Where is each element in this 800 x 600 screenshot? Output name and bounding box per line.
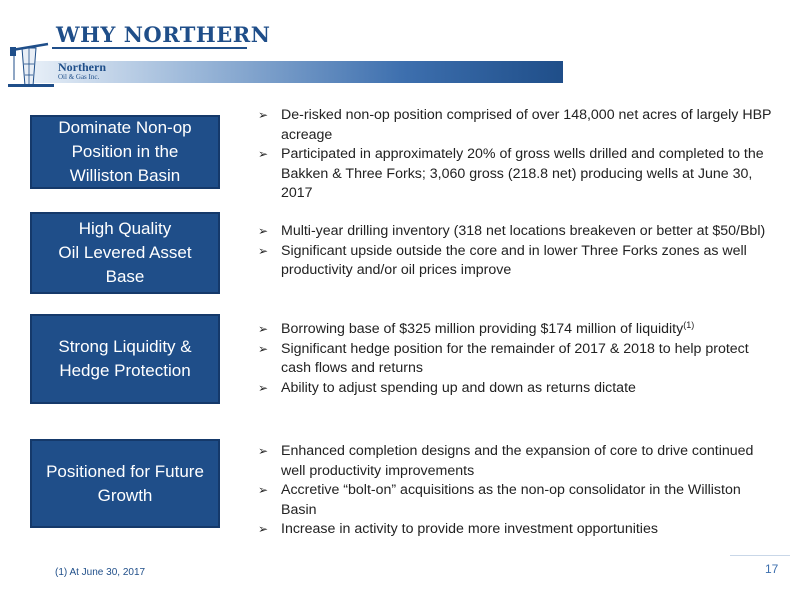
- bullet-list-growth: ➢ Enhanced completion designs and the exp…: [256, 442, 761, 540]
- section-label-line: Williston Basin: [69, 166, 181, 185]
- section-label-liquidity: Strong Liquidity & Hedge Protection: [30, 314, 220, 404]
- footnote-ref: (1): [683, 320, 695, 330]
- section-label-growth: Positioned for Future Growth: [30, 439, 220, 528]
- arrow-bullet-icon: ➢: [258, 483, 269, 497]
- bullet-item: ➢ Significant hedge position for the rema…: [258, 340, 749, 377]
- section-label-line: Strong Liquidity &: [58, 337, 192, 356]
- logo-subtitle: Oil & Gas Inc.: [58, 73, 100, 81]
- section-label-line: Position in the: [71, 142, 179, 161]
- bullet-item: ➢ Increase in activity to provide more in…: [256, 520, 761, 540]
- bullet-item: ➢ Enhanced completion designs and the exp…: [258, 443, 754, 479]
- bullet-item: ➢ Accretive “bolt-on” acquisitions as the…: [258, 482, 741, 518]
- arrow-bullet-icon: ➢: [258, 444, 269, 458]
- section-label-line: Oil Levered Asset: [58, 243, 192, 262]
- oil-pumpjack-icon: [8, 42, 54, 87]
- section-label-line: High Quality: [78, 219, 172, 238]
- bullet-list-dominate: ➢ De-risked non-op position comprised of …: [256, 106, 781, 204]
- section-label-line: Positioned for Future: [46, 461, 204, 481]
- bullet-item: ➢ Significant upside outside the core and…: [258, 242, 747, 279]
- arrow-bullet-icon: ➢: [258, 341, 269, 356]
- arrow-bullet-icon: ➢: [258, 243, 269, 258]
- section-label-asset-base: High Quality Oil Levered Asset Base: [30, 212, 220, 294]
- arrow-bullet-icon: ➢: [258, 322, 269, 336]
- page-number-rule: [730, 555, 790, 556]
- arrow-bullet-icon: ➢: [258, 224, 269, 238]
- section-label-line: Hedge Protection: [59, 361, 191, 380]
- footnote: (1) At June 30, 2017: [55, 567, 146, 578]
- section-label-line: Base: [105, 267, 145, 286]
- bullet-item: ➢ De-risked non-op position comprised of …: [258, 107, 772, 143]
- bullet-item: ➢ Multi-year drilling inventory (318 net …: [256, 222, 781, 242]
- bullet-list-liquidity: ➢ Borrowing base of $325 million providin…: [256, 320, 756, 398]
- section-label-dominate: Dominate Non-op Position in the Willisto…: [30, 115, 220, 189]
- bullet-item: ➢ Borrowing base of $325 million providin…: [256, 320, 756, 340]
- title-underline: [52, 47, 247, 49]
- company-logo: Northern Oil & Gas Inc.: [58, 61, 106, 81]
- bullet-list-asset-base: ➢ Multi-year drilling inventory (318 net …: [256, 222, 781, 281]
- arrow-bullet-icon: ➢: [258, 108, 269, 122]
- page-title: WHY NORTHERN: [56, 22, 271, 47]
- arrow-bullet-icon: ➢: [258, 522, 269, 536]
- arrow-bullet-icon: ➢: [258, 380, 269, 395]
- section-label-line: Growth: [97, 485, 153, 505]
- bullet-item: ➢ Participated in approximately 20% of gr…: [258, 146, 764, 201]
- bullet-item: ➢ Ability to adjust spending up and down …: [256, 379, 756, 399]
- header-gradient-bar: [34, 61, 563, 83]
- page-number: 17: [765, 562, 779, 576]
- arrow-bullet-icon: ➢: [258, 147, 269, 161]
- logo-name: Northern: [58, 60, 106, 74]
- section-label-line: Dominate Non-op: [58, 118, 192, 137]
